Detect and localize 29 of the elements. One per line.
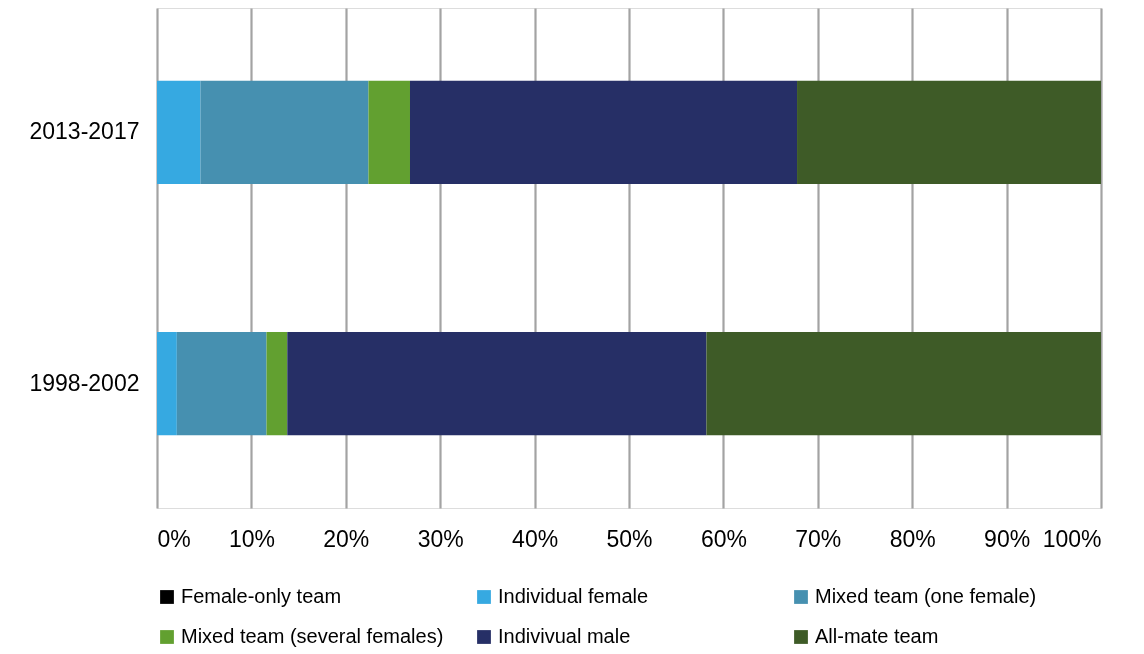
x-tick-label: 100%	[1042, 525, 1102, 552]
x-tick-label: 30%	[417, 525, 464, 552]
legend-label: Indivivual male	[498, 625, 631, 647]
x-tick-label: 70%	[795, 525, 842, 552]
x-tick-label: 40%	[512, 525, 559, 552]
x-tick-label: 50%	[606, 525, 653, 552]
legend-label: Mixed team (one female)	[815, 585, 1037, 607]
x-tick-label: 10%	[228, 525, 275, 552]
x-tick-label: 60%	[700, 525, 747, 552]
x-tick-label: 80%	[889, 525, 936, 552]
x-tick-label: 20%	[323, 525, 370, 552]
bar	[287, 332, 707, 436]
legend-label: All-mate team	[815, 625, 939, 647]
bar	[157, 332, 177, 436]
bar	[797, 80, 1101, 184]
bar	[176, 332, 267, 436]
bar	[409, 80, 798, 184]
legend-label: Female-only team	[181, 585, 342, 607]
x-tick-label: 0%	[157, 525, 191, 552]
bar	[266, 332, 288, 436]
legend-label: Mixed team (several females)	[181, 625, 444, 647]
legend-label: Individual female	[498, 585, 649, 607]
bar	[368, 80, 410, 184]
y-tick-label: 2013-2017	[29, 118, 140, 145]
bar	[706, 332, 1101, 436]
y-tick-label: 1998-2002	[29, 369, 140, 396]
bar	[157, 80, 201, 184]
x-tick-label: 90%	[984, 525, 1031, 552]
bar	[200, 80, 369, 184]
